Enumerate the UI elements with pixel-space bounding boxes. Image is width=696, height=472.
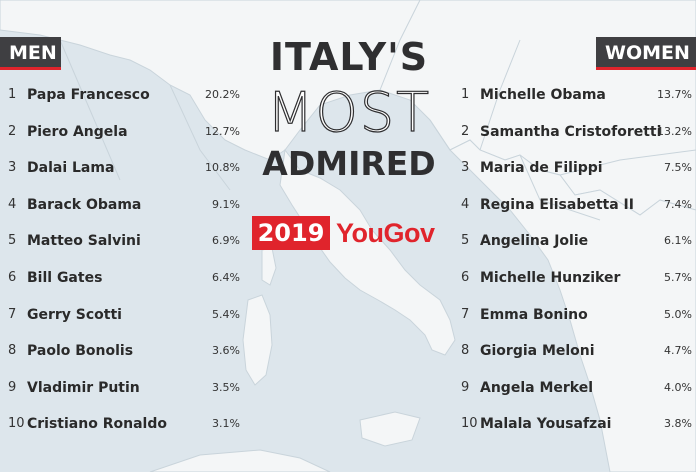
sicily — [359, 411, 421, 447]
balkan-coast — [429, 119, 696, 472]
list-item: 2 Piero Angela 12.7% — [0, 114, 246, 151]
year-badge: 2019 — [252, 216, 330, 250]
list-item: 4 Regina Elisabetta II 7.4% — [455, 187, 696, 224]
person-name: Michelle Obama — [480, 87, 606, 103]
person-name: Regina Elisabetta II — [480, 196, 634, 213]
list-item: 3 Dalai Lama 10.8% — [0, 150, 246, 187]
rank-number: 3 — [8, 160, 17, 176]
person-name: Vladimir Putin — [27, 379, 140, 396]
percentage: 6.4% — [212, 270, 240, 284]
rank-number: 4 — [8, 196, 17, 212]
list-item: 7 Gerry Scotti 5.4% — [0, 297, 246, 334]
percentage: 3.6% — [212, 344, 240, 358]
percentage: 6.1% — [664, 234, 692, 248]
women-header-tag: WOMEN — [596, 37, 696, 70]
sardinia — [242, 294, 273, 386]
list-item: 10 Malala Yousafzai 3.8% — [455, 406, 696, 443]
percentage: 5.4% — [212, 307, 240, 321]
person-name: Matteo Salvini — [27, 233, 141, 250]
percentage: 20.2% — [205, 88, 240, 101]
percentage: 4.0% — [664, 380, 692, 394]
list-item: 6 Bill Gates 6.4% — [0, 260, 246, 297]
rank-number: 7 — [8, 306, 17, 322]
percentage: 3.1% — [212, 417, 240, 431]
percentage: 3.8% — [664, 417, 692, 431]
women-ranking-list: 1 Michelle Obama 13.7% 2 Samantha Cristofor… — [455, 77, 696, 443]
percentage: 13.2% — [657, 124, 692, 138]
rank-number: 5 — [461, 233, 470, 249]
list-item: 3 Maria de Filippi 7.5% — [455, 150, 696, 187]
list-item: 7 Emma Bonino 5.0% — [455, 297, 696, 334]
rank-number: 8 — [8, 343, 17, 359]
list-item: 8 Paolo Bonolis 3.6% — [0, 333, 246, 370]
rank-number: 5 — [8, 233, 17, 249]
person-name: Samantha Cristoforetti — [480, 123, 662, 140]
person-name: Angelina Jolie — [480, 233, 589, 250]
list-item: 6 Michelle Hunziker 5.7% — [455, 260, 696, 297]
rank-number: 6 — [461, 269, 470, 285]
person-name: Angela Merkel — [480, 379, 593, 396]
rank-number: 1 — [461, 87, 470, 102]
rank-number: 2 — [8, 123, 17, 139]
rank-number: 6 — [8, 269, 17, 285]
person-name: Paolo Bonolis — [27, 343, 134, 360]
africa-coast — [149, 449, 331, 472]
title-line-3: ADMIRED — [262, 144, 436, 183]
title-line-2: MOST — [266, 81, 432, 144]
list-item: 1 Michelle Obama 13.7% — [455, 77, 696, 114]
list-item: 5 Angelina Jolie 6.1% — [455, 223, 696, 260]
person-name: Cristiano Ronaldo — [27, 416, 167, 433]
list-item: 9 Angela Merkel 4.0% — [455, 370, 696, 407]
men-ranking-list: 1 Papa Francesco 20.2% 2 Piero Angela 12.7% … — [0, 77, 246, 443]
person-name: Emma Bonino — [480, 306, 588, 323]
list-item: 5 Matteo Salvini 6.9% — [0, 223, 246, 260]
percentage: 3.5% — [212, 380, 240, 394]
rank-number: 1 — [8, 87, 17, 102]
percentage: 5.7% — [664, 270, 692, 284]
rank-number: 3 — [461, 160, 470, 176]
percentage: 7.5% — [664, 161, 692, 175]
person-name: Gerry Scotti — [27, 306, 122, 323]
percentage: 10.8% — [205, 161, 240, 175]
person-name: Maria de Filippi — [480, 160, 603, 177]
person-name: Barack Obama — [27, 196, 142, 213]
list-item: 10 Cristiano Ronaldo 3.1% — [0, 406, 246, 443]
person-name: Piero Angela — [27, 123, 128, 140]
rank-number: 9 — [8, 379, 17, 395]
percentage: 13.7% — [657, 88, 692, 101]
percentage: 7.4% — [664, 197, 692, 211]
person-name: Bill Gates — [27, 269, 103, 286]
person-name: Papa Francesco — [27, 87, 150, 103]
list-item: 4 Barack Obama 9.1% — [0, 187, 246, 224]
percentage: 6.9% — [212, 234, 240, 248]
yougov-logo: YouGov — [336, 218, 435, 248]
list-item: 9 Vladimir Putin 3.5% — [0, 370, 246, 407]
list-item: 8 Giorgia Meloni 4.7% — [455, 333, 696, 370]
person-name: Dalai Lama — [27, 160, 115, 177]
percentage: 5.0% — [664, 307, 692, 321]
rank-number: 4 — [461, 196, 470, 212]
list-item: 1 Papa Francesco 20.2% — [0, 77, 246, 114]
percentage: 12.7% — [205, 124, 240, 138]
border-lines — [59, 0, 696, 221]
rank-number: 9 — [461, 379, 470, 395]
rank-number: 7 — [461, 306, 470, 322]
page-title: ITALY'S MOST ADMIRED — [250, 30, 448, 186]
rank-number: 8 — [461, 343, 470, 359]
person-name: Michelle Hunziker — [480, 269, 621, 286]
title-line-1: ITALY'S — [269, 35, 429, 79]
list-item: 2 Samantha Cristoforetti 13.2% — [455, 114, 696, 151]
percentage: 4.7% — [664, 344, 692, 358]
rank-number: 2 — [461, 123, 470, 139]
rank-number: 10 — [461, 416, 478, 432]
person-name: Giorgia Meloni — [480, 343, 595, 360]
men-header-tag: MEN — [0, 37, 61, 70]
percentage: 9.1% — [212, 197, 240, 211]
rank-number: 10 — [8, 416, 25, 432]
person-name: Malala Yousafzai — [480, 416, 612, 433]
